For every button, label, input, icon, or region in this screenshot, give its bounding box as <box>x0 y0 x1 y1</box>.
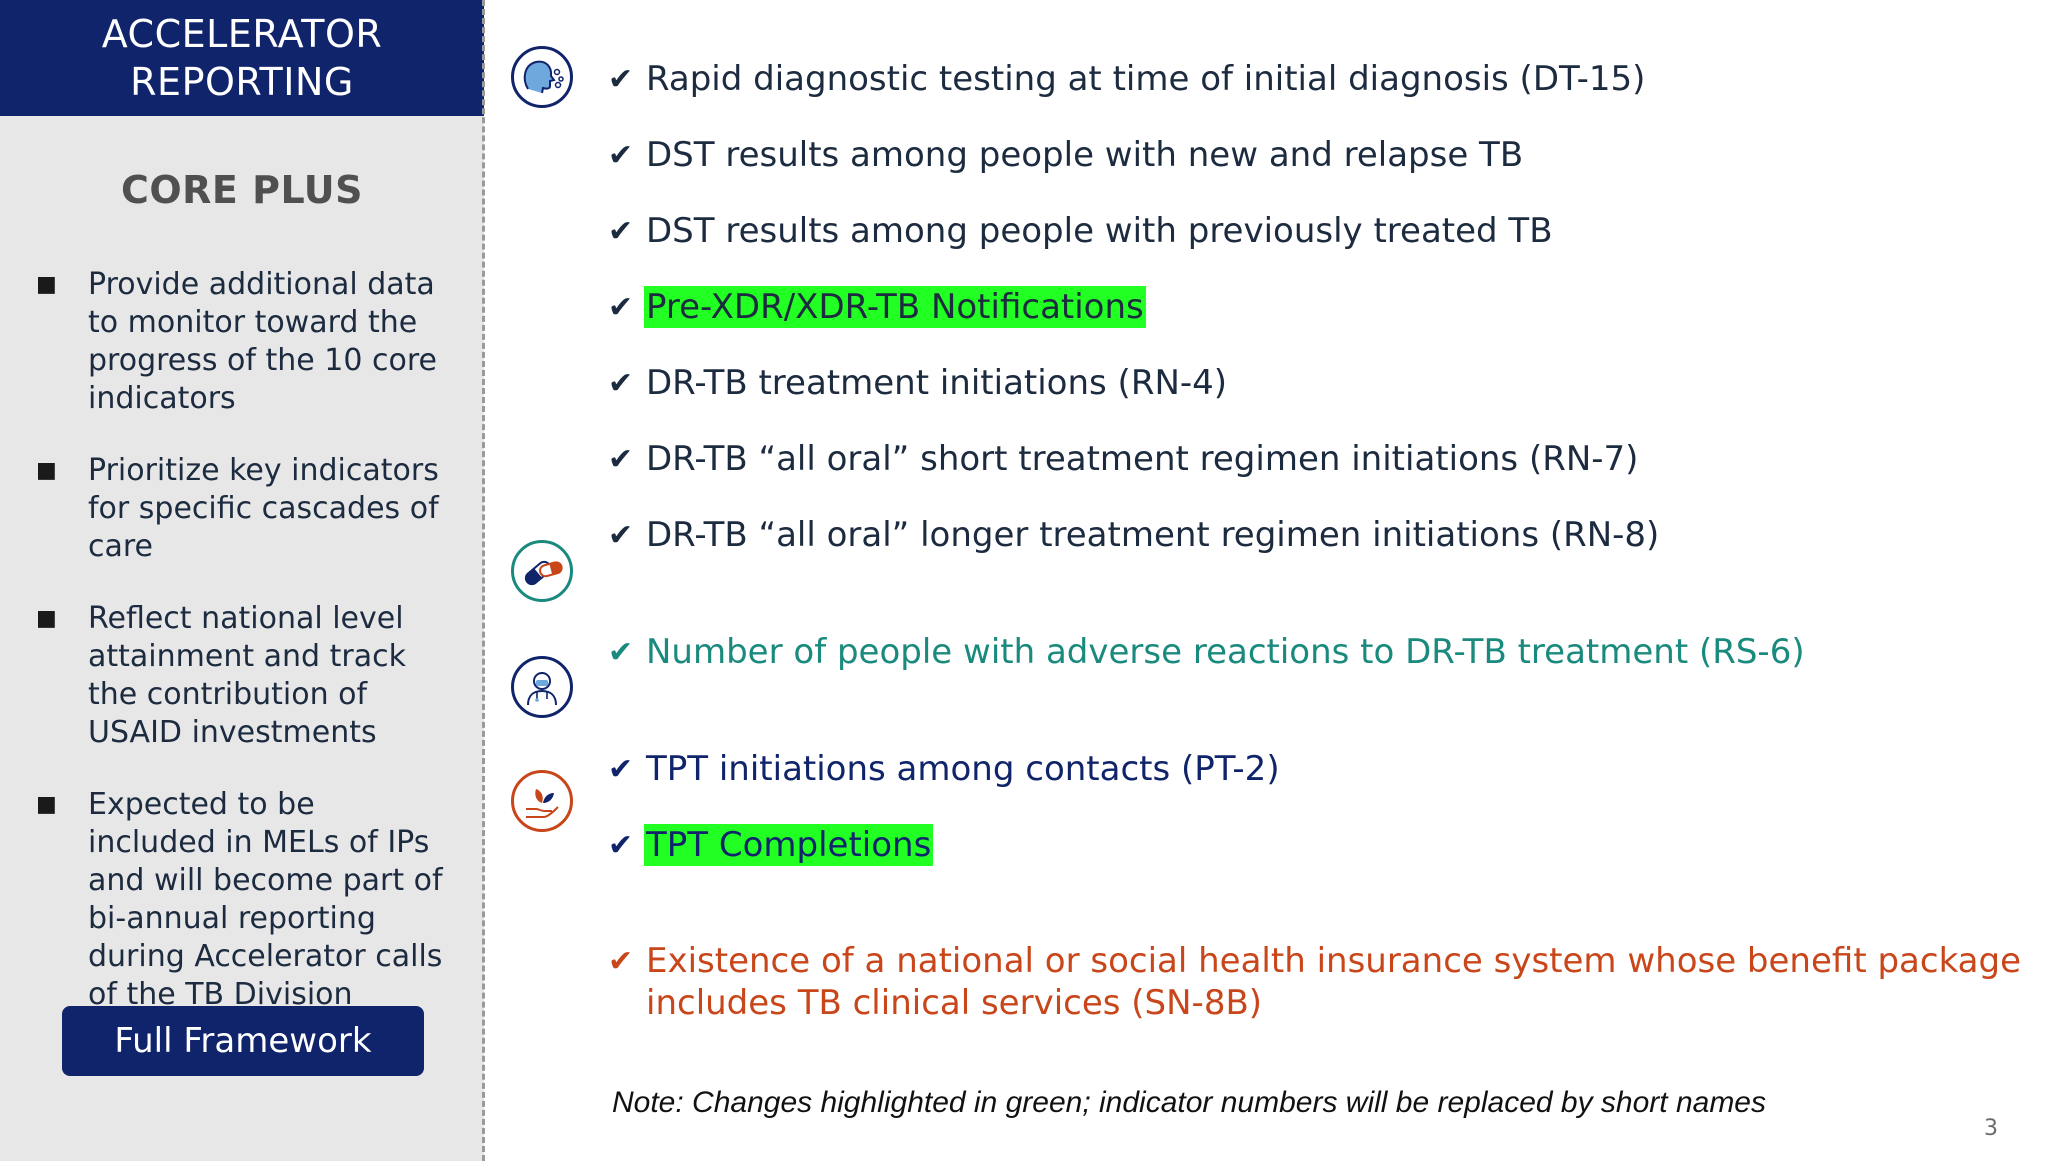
indicator-item: ✔ Rapid diagnostic testing at time of in… <box>608 58 1647 102</box>
indicator-item: ✔ DST results among people with new and … <box>608 134 1525 178</box>
indicator-text: DST results among people with new and re… <box>646 135 1524 175</box>
checkmark-icon: ✔ <box>608 752 634 787</box>
sidebar-header: ACCELERATOR REPORTING <box>0 0 484 116</box>
person-coughing-icon <box>511 46 573 108</box>
indicator-item: ✔ Existence of a national or social heal… <box>608 940 2023 1024</box>
indicator-text-multiline: Existence of a national or social health… <box>644 940 2023 1024</box>
checkmark-icon: ✔ <box>608 944 634 979</box>
sidebar-panel: ACCELERATOR REPORTING CORE PLUS ■ Provid… <box>0 0 484 1161</box>
bullet-item: ■ Provide additional data to monitor tow… <box>36 266 476 418</box>
checkmark-icon: ✔ <box>608 366 634 401</box>
indicator-item: ✔ DR-TB “all oral” longer treatment regi… <box>608 514 1661 558</box>
pill-capsules-icon <box>511 540 573 602</box>
full-framework-label: Full Framework <box>114 1021 372 1061</box>
checkmark-icon: ✔ <box>608 214 634 249</box>
health-worker-icon <box>511 656 573 718</box>
bullet-item: ■ Expected to be included in MELs of IPs… <box>36 786 476 1014</box>
indicator-item: ✔ TPT initiations among contacts (PT-2) <box>608 748 1282 792</box>
indicator-text-line2: includes TB clinical services (SN-8B) <box>646 983 1263 1023</box>
indicator-item: ✔ Pre-XDR/XDR-TB Notifications <box>608 286 1146 330</box>
indicator-item: ✔ Number of people with adverse reaction… <box>608 631 1807 675</box>
indicator-text: DST results among people with previously… <box>646 211 1553 251</box>
checkmark-icon: ✔ <box>608 518 634 553</box>
indicator-item: ✔ DST results among people with previous… <box>608 210 1555 254</box>
indicator-item: ✔ DR-TB treatment initiations (RN-4) <box>608 362 1229 406</box>
indicator-text-highlighted: TPT Completions <box>644 824 934 866</box>
indicator-item: ✔ DR-TB “all oral” short treatment regim… <box>608 438 1640 482</box>
indicator-item: ✔ TPT Completions <box>608 824 934 868</box>
checkmark-icon: ✔ <box>608 828 634 863</box>
header-title-line1: ACCELERATOR <box>101 12 383 56</box>
checkmark-icon: ✔ <box>608 62 634 97</box>
bullet-text: Prioritize key indicators for specific c… <box>88 453 439 564</box>
indicator-text: DR-TB “all oral” short treatment regimen… <box>646 439 1639 479</box>
page-number: 3 <box>1984 1116 1998 1141</box>
indicator-text: DR-TB treatment initiations (RN-4) <box>646 363 1228 403</box>
bullet-text: Provide additional data to monitor towar… <box>88 267 437 416</box>
footnote: Note: Changes highlighted in green; indi… <box>612 1086 1766 1119</box>
checkmark-icon: ✔ <box>608 290 634 325</box>
indicator-text: TPT initiations among contacts (PT-2) <box>646 749 1280 789</box>
square-bullet-icon: ■ <box>36 606 57 631</box>
indicator-text-highlighted: Pre-XDR/XDR-TB Notifications <box>644 286 1146 328</box>
bullet-text: Reflect national level attainment and tr… <box>88 601 406 750</box>
checkmark-icon: ✔ <box>608 138 634 173</box>
square-bullet-icon: ■ <box>36 272 57 297</box>
checkmark-icon: ✔ <box>608 442 634 477</box>
square-bullet-icon: ■ <box>36 458 57 483</box>
dashed-divider <box>482 0 485 1161</box>
checkmark-icon: ✔ <box>608 635 634 670</box>
header-title-line2: REPORTING <box>130 60 354 104</box>
indicator-text: Number of people with adverse reactions … <box>646 632 1805 672</box>
hand-with-leaves-icon <box>511 770 573 832</box>
section-title: CORE PLUS <box>120 168 364 212</box>
indicator-text-line1: Existence of a national or social health… <box>646 941 2021 981</box>
square-bullet-icon: ■ <box>36 792 57 817</box>
bullet-item: ■ Prioritize key indicators for specific… <box>36 452 476 566</box>
indicator-text: Rapid diagnostic testing at time of init… <box>646 59 1646 99</box>
bullet-item: ■ Reflect national level attainment and … <box>36 600 476 752</box>
indicator-text: DR-TB “all oral” longer treatment regime… <box>646 515 1660 555</box>
full-framework-button[interactable]: Full Framework <box>62 1006 424 1076</box>
bullet-text: Expected to be included in MELs of IPs a… <box>88 787 443 1012</box>
